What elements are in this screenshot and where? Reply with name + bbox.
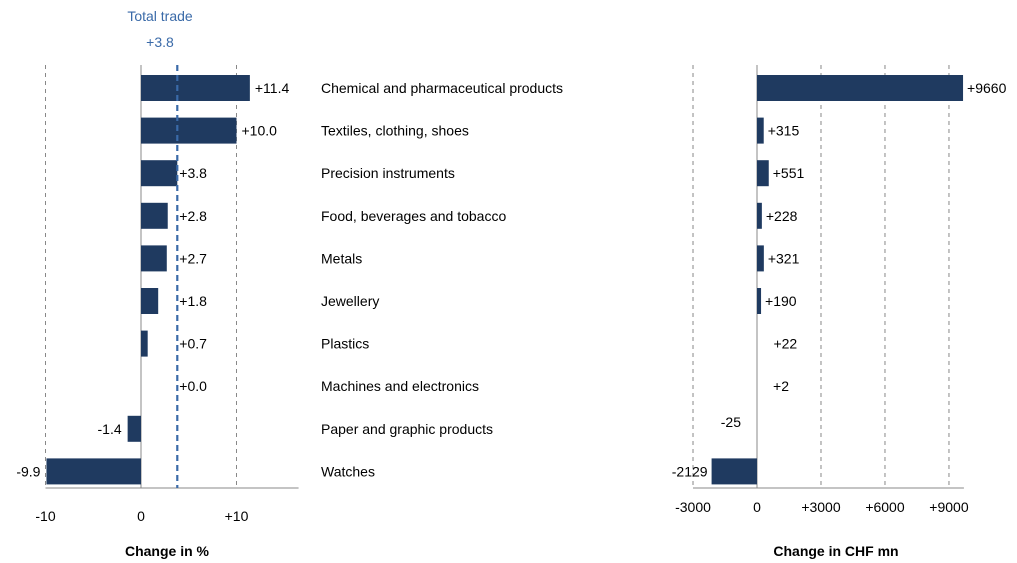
right-bar (711, 458, 757, 485)
right-value-label: -25 (721, 414, 741, 430)
left-value-label: +1.8 (179, 293, 207, 309)
right-tick-label: +6000 (865, 499, 905, 515)
left-bar (127, 415, 141, 442)
left-value-label: +11.4 (255, 80, 290, 96)
left-bar (141, 245, 167, 272)
category-label: Plastics (321, 336, 369, 352)
right-value-label: +315 (768, 123, 800, 139)
left-bar (141, 117, 237, 144)
category-label: Machines and electronics (321, 378, 479, 394)
left-value-label: +0.0 (179, 378, 207, 394)
left-tick-label: 0 (137, 508, 145, 524)
left-bar (141, 202, 168, 229)
category-label: Watches (321, 463, 375, 479)
right-value-label: +321 (768, 250, 800, 266)
right-value-label: +190 (765, 293, 797, 309)
left-bar (141, 75, 250, 101)
total-trade-label: Total trade (127, 8, 193, 24)
right-value-label: +551 (773, 165, 805, 181)
right-tick-label: -3000 (675, 499, 711, 515)
left-tick-label: -10 (35, 508, 55, 524)
right-tick-label: 0 (753, 499, 761, 515)
category-label: Paper and graphic products (321, 421, 493, 437)
category-label: Food, beverages and tobacco (321, 208, 506, 224)
left-bar (141, 288, 159, 314)
right-bar (757, 288, 762, 314)
right-bar (757, 202, 762, 229)
category-label: Metals (321, 250, 362, 266)
left-value-label: +2.7 (179, 250, 207, 266)
total-trade-value: +3.8 (146, 34, 174, 50)
category-label: Chemical and pharmaceutical products (321, 80, 563, 96)
left-value-label: +2.8 (179, 208, 207, 224)
right-axis-title: Change in CHF mn (773, 543, 898, 559)
right-value-label: +2 (773, 378, 789, 394)
right-tick-label: +9000 (929, 499, 969, 515)
right-tick-label: +3000 (801, 499, 841, 515)
left-value-label: +10.0 (242, 123, 278, 139)
left-axis-title: Change in % (125, 543, 210, 559)
right-value-label: +228 (766, 208, 798, 224)
left-tick-label: +10 (225, 508, 249, 524)
category-label: Textiles, clothing, shoes (321, 123, 469, 139)
category-label: Jewellery (321, 293, 379, 309)
right-value-label: +9660 (967, 80, 1007, 96)
right-bar (757, 117, 764, 144)
left-bar (46, 458, 141, 485)
left-value-label: +0.7 (179, 336, 207, 352)
left-bar (141, 160, 178, 187)
left-value-label: -9.9 (16, 463, 40, 479)
right-bar (757, 75, 964, 101)
left-bar (141, 330, 148, 357)
right-value-label: +22 (773, 336, 797, 352)
left-value-label: -1.4 (98, 421, 122, 437)
right-bar (757, 245, 764, 272)
category-label: Precision instruments (321, 165, 455, 181)
right-bar (757, 160, 769, 187)
left-value-label: +3.8 (179, 165, 207, 181)
right-value-label: -2129 (672, 463, 708, 479)
